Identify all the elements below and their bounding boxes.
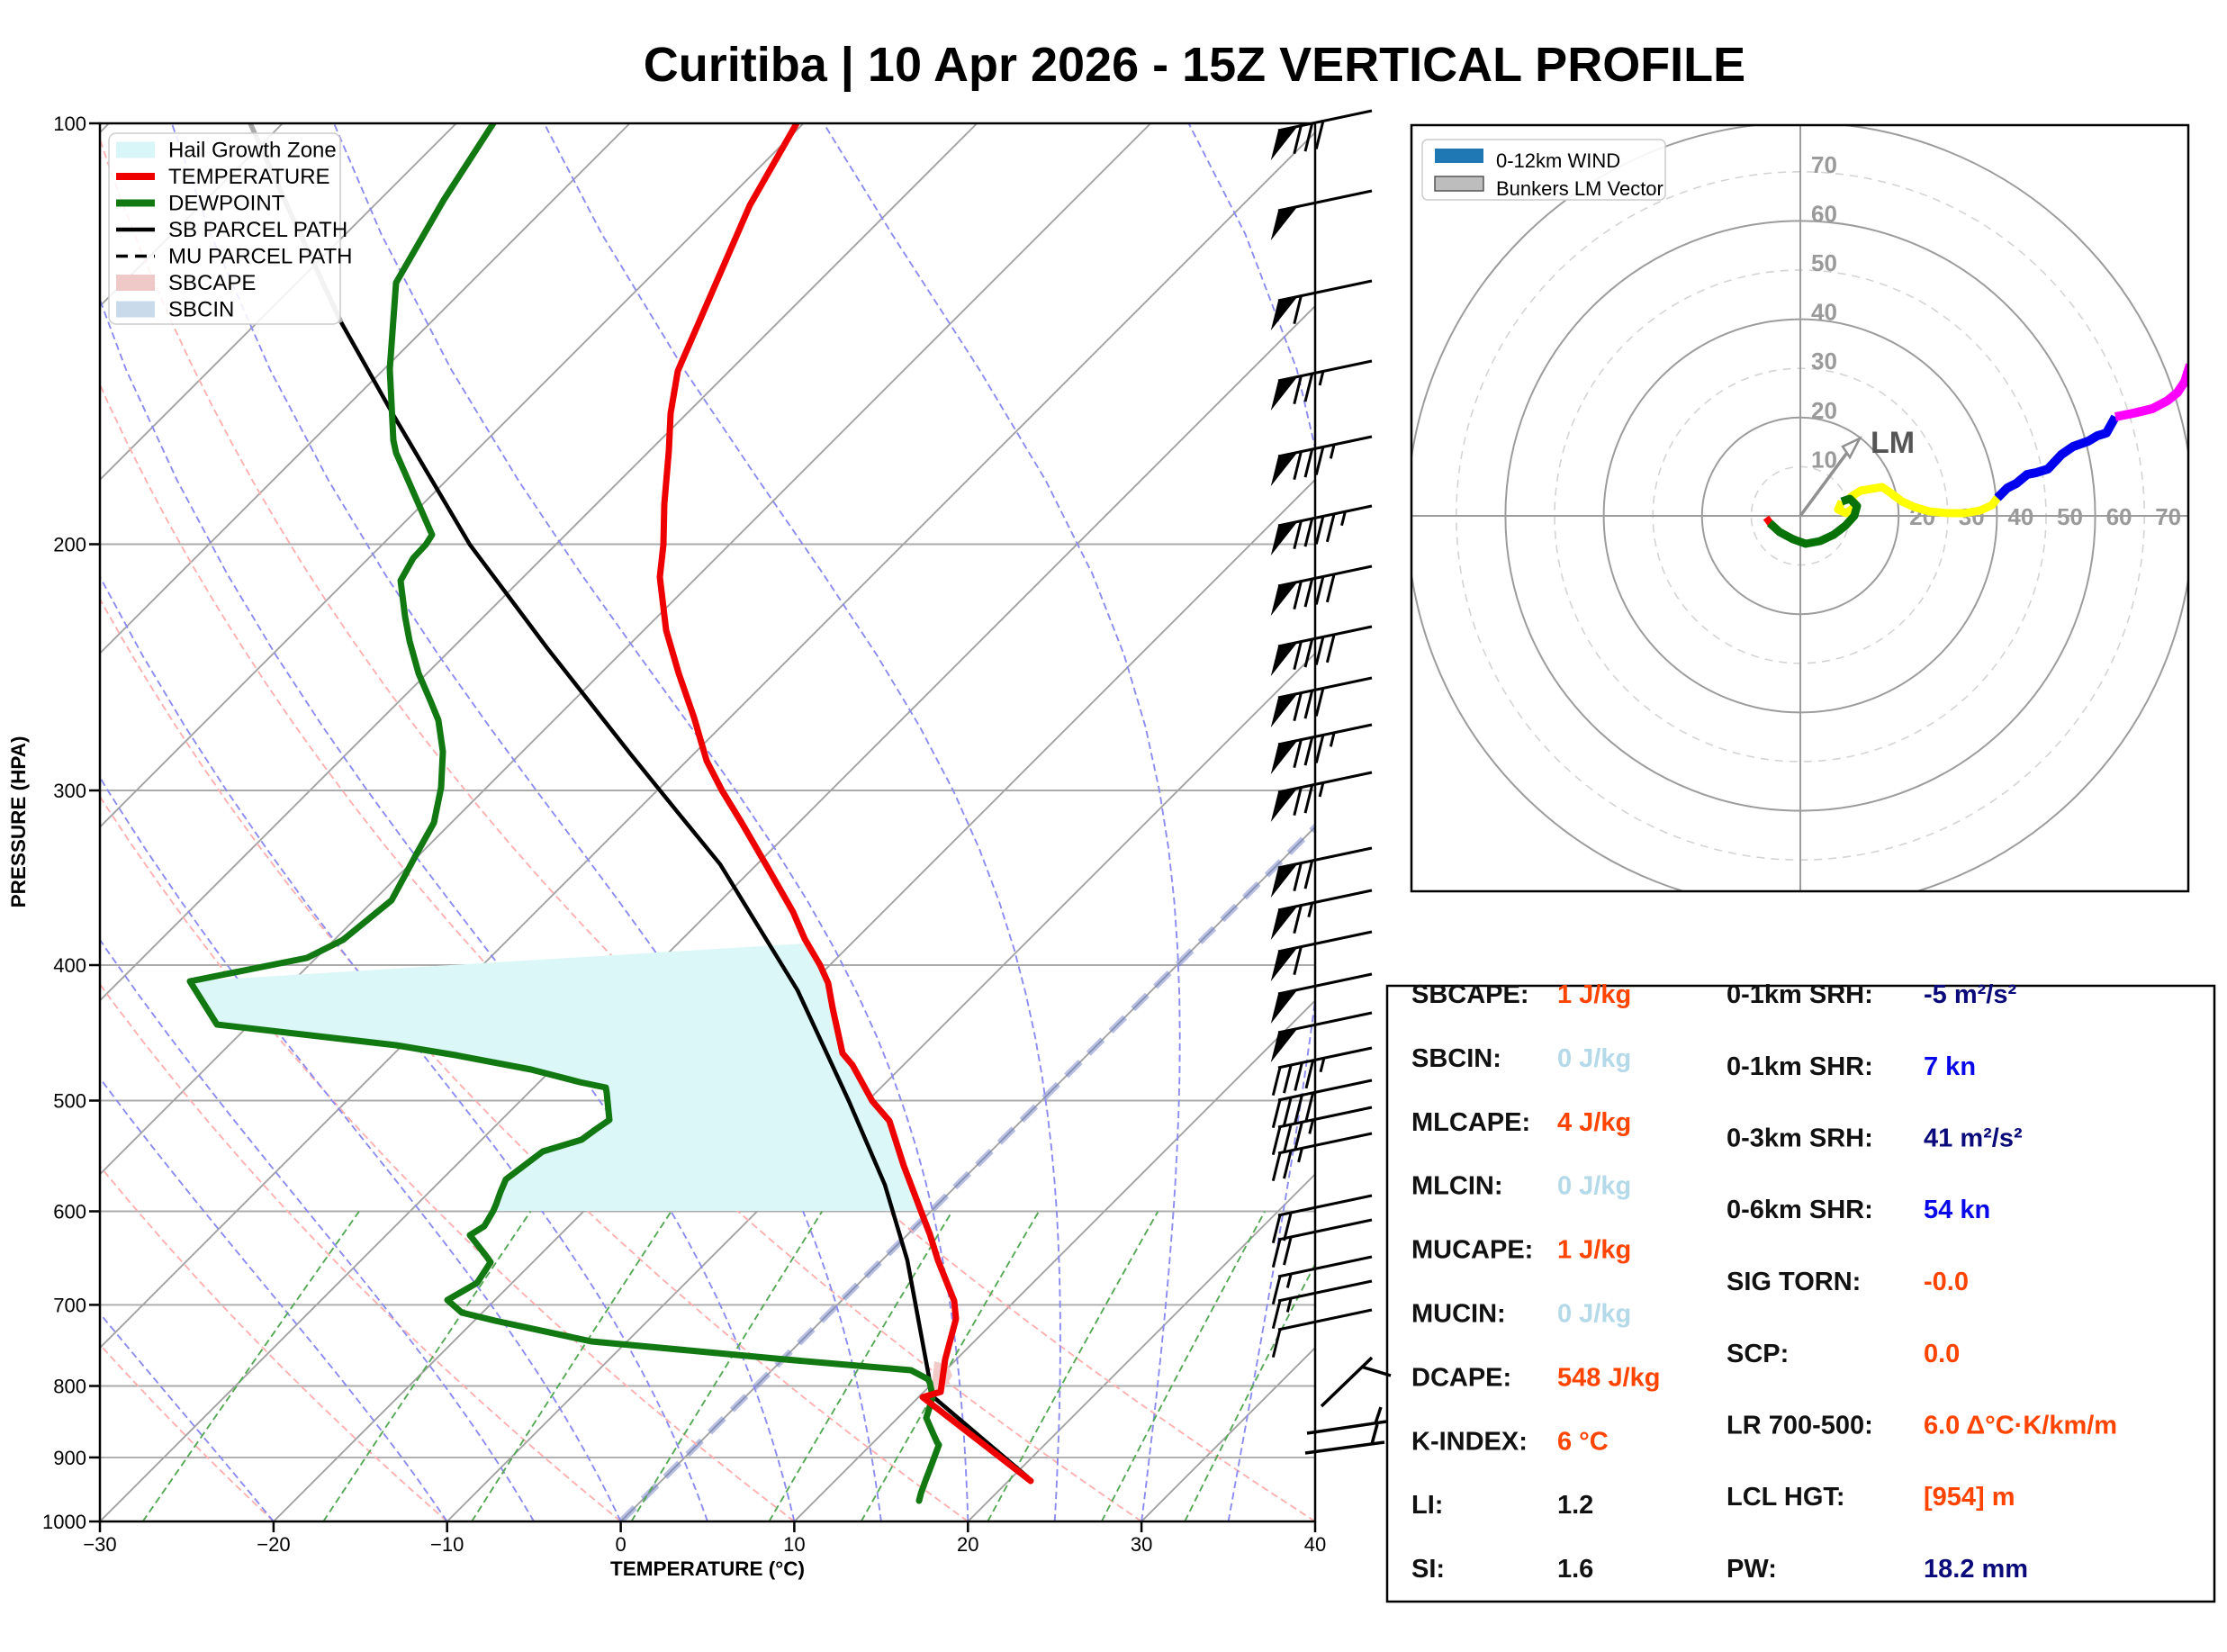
svg-text:PW:: PW:	[1727, 1555, 1777, 1584]
svg-text:7 kn: 7 kn	[1924, 1052, 1976, 1081]
svg-text:−20: −20	[257, 1533, 290, 1556]
svg-text:MU PARCEL PATH: MU PARCEL PATH	[168, 245, 352, 269]
svg-text:1 J/kg: 1 J/kg	[1557, 1236, 1631, 1265]
svg-text:LCL HGT:: LCL HGT:	[1727, 1483, 1845, 1512]
svg-text:50: 50	[2057, 503, 2083, 530]
svg-text:0-12km WIND: 0-12km WIND	[1496, 149, 1620, 172]
svg-text:600: 600	[53, 1201, 86, 1223]
svg-text:MLCIN:: MLCIN:	[1411, 1172, 1502, 1201]
svg-text:1.6: 1.6	[1557, 1555, 1593, 1584]
svg-text:SI:: SI:	[1411, 1555, 1445, 1584]
svg-text:1 J/kg: 1 J/kg	[1557, 980, 1631, 1009]
svg-text:LM: LM	[1871, 426, 1915, 460]
svg-text:60: 60	[2106, 503, 2132, 530]
svg-text:SBCAPE:: SBCAPE:	[1411, 980, 1529, 1009]
svg-text:40: 40	[2007, 503, 2033, 530]
svg-text:18.2 mm: 18.2 mm	[1924, 1555, 2028, 1584]
svg-text:−10: −10	[430, 1533, 464, 1556]
svg-text:−30: −30	[83, 1533, 116, 1556]
svg-text:0 J/kg: 0 J/kg	[1557, 1172, 1631, 1201]
svg-text:20: 20	[957, 1533, 978, 1556]
svg-text:0 J/kg: 0 J/kg	[1557, 1044, 1631, 1073]
svg-text:40: 40	[1304, 1533, 1326, 1556]
svg-text:548 J/kg: 548 J/kg	[1557, 1363, 1660, 1392]
svg-text:300: 300	[53, 780, 86, 802]
svg-text:400: 400	[53, 954, 86, 977]
svg-text:TEMPERATURE: TEMPERATURE	[168, 165, 330, 189]
svg-text:DCAPE:: DCAPE:	[1411, 1363, 1511, 1392]
svg-text:41 m²/s²: 41 m²/s²	[1924, 1124, 2023, 1153]
svg-text:200: 200	[53, 534, 86, 556]
svg-text:SB PARCEL PATH: SB PARCEL PATH	[168, 218, 347, 242]
svg-text:-5 m²/s²: -5 m²/s²	[1924, 980, 2016, 1009]
svg-text:4 J/kg: 4 J/kg	[1557, 1108, 1631, 1137]
svg-text:6.0 Δ°C·K/km/m: 6.0 Δ°C·K/km/m	[1924, 1412, 2117, 1440]
svg-text:0-6km SHR:: 0-6km SHR:	[1727, 1196, 1873, 1224]
svg-text:500: 500	[53, 1090, 86, 1113]
svg-text:30: 30	[1811, 348, 1837, 375]
svg-text:MUCIN:: MUCIN:	[1411, 1300, 1506, 1329]
svg-text:700: 700	[53, 1294, 86, 1316]
svg-text:K-INDEX:: K-INDEX:	[1411, 1427, 1528, 1456]
svg-text:0 J/kg: 0 J/kg	[1557, 1300, 1631, 1329]
svg-text:MUCAPE:: MUCAPE:	[1411, 1236, 1533, 1265]
svg-text:70: 70	[2155, 503, 2181, 530]
svg-text:10: 10	[783, 1533, 805, 1556]
svg-text:-0.0: -0.0	[1924, 1268, 1969, 1296]
svg-text:SBCIN:: SBCIN:	[1411, 1044, 1501, 1073]
svg-text:6 °C: 6 °C	[1557, 1427, 1609, 1456]
svg-text:0.0: 0.0	[1924, 1340, 1960, 1368]
svg-text:[954] m: [954] m	[1924, 1483, 2015, 1512]
svg-text:SCP:: SCP:	[1727, 1340, 1789, 1368]
svg-text:40: 40	[1811, 299, 1837, 326]
svg-text:60: 60	[1811, 200, 1837, 227]
svg-text:900: 900	[53, 1447, 86, 1469]
svg-text:100: 100	[53, 113, 86, 135]
svg-text:54 kn: 54 kn	[1924, 1196, 1990, 1224]
svg-text:0-3km SRH:: 0-3km SRH:	[1727, 1124, 1873, 1153]
svg-text:Bunkers LM Vector: Bunkers LM Vector	[1496, 177, 1663, 200]
svg-text:DEWPOINT: DEWPOINT	[168, 192, 285, 216]
svg-text:Curitiba | 10 Apr 2026 - 15Z V: Curitiba | 10 Apr 2026 - 15Z VERTICAL PR…	[644, 38, 1745, 93]
svg-text:50: 50	[1811, 249, 1837, 276]
svg-text:LI:: LI:	[1411, 1491, 1443, 1520]
svg-text:PRESSURE (HPA): PRESSURE (HPA)	[7, 736, 30, 908]
svg-text:SBCIN: SBCIN	[168, 298, 234, 322]
svg-text:Hail Growth Zone: Hail Growth Zone	[168, 139, 337, 163]
svg-text:30: 30	[1131, 1533, 1152, 1556]
svg-text:70: 70	[1811, 151, 1837, 178]
svg-text:LR 700-500:: LR 700-500:	[1727, 1412, 1873, 1440]
svg-text:MLCAPE:: MLCAPE:	[1411, 1108, 1530, 1137]
svg-text:SIG TORN:: SIG TORN:	[1727, 1268, 1861, 1296]
svg-text:1000: 1000	[42, 1511, 86, 1533]
svg-text:1.2: 1.2	[1557, 1491, 1593, 1520]
svg-text:0-1km SHR:: 0-1km SHR:	[1727, 1052, 1873, 1081]
svg-text:SBCAPE: SBCAPE	[168, 271, 256, 295]
svg-text:TEMPERATURE (°C): TEMPERATURE (°C)	[610, 1557, 805, 1580]
svg-text:0-1km SRH:: 0-1km SRH:	[1727, 980, 1873, 1009]
svg-text:0: 0	[615, 1533, 626, 1556]
svg-text:800: 800	[53, 1376, 86, 1398]
svg-text:20: 20	[1811, 397, 1837, 424]
svg-text:10: 10	[1811, 446, 1837, 473]
